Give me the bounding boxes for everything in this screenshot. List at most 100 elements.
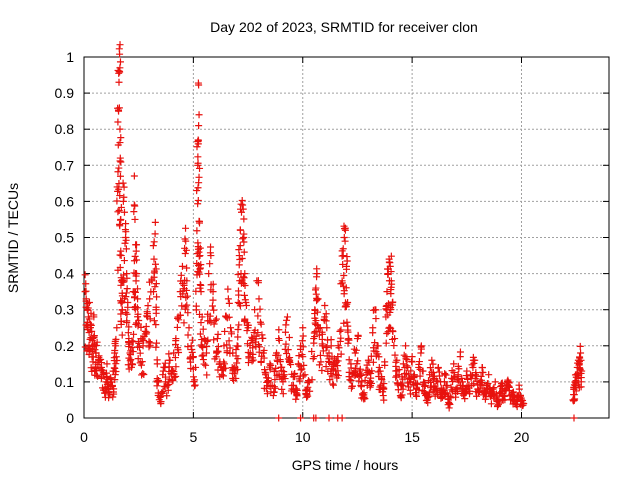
data-point <box>570 414 578 422</box>
data-point <box>299 324 307 332</box>
data-point <box>338 247 346 255</box>
data-point <box>152 303 160 311</box>
data-point <box>90 332 98 340</box>
data-point <box>223 341 231 349</box>
data-point <box>209 280 217 288</box>
data-point <box>132 247 140 255</box>
data-point <box>293 392 301 400</box>
data-point <box>209 296 217 304</box>
data-point <box>322 317 330 325</box>
data-point <box>164 386 172 394</box>
data-point <box>415 360 423 368</box>
y-tick-label: 0.9 <box>55 85 75 101</box>
data-point <box>103 360 111 368</box>
data-point <box>381 361 389 369</box>
data-point <box>88 337 96 345</box>
data-point <box>219 372 227 380</box>
data-point <box>233 359 241 367</box>
data-point <box>395 366 403 374</box>
data-point <box>196 330 204 338</box>
data-point <box>152 280 160 288</box>
data-point <box>354 332 362 340</box>
data-point <box>182 286 190 294</box>
data-point <box>341 224 349 232</box>
data-point <box>275 414 283 422</box>
data-point <box>82 280 90 288</box>
data-point <box>163 392 171 400</box>
data-point <box>184 331 192 339</box>
data-point <box>194 137 202 145</box>
data-point <box>240 291 248 299</box>
data-point <box>519 401 527 409</box>
data-point <box>340 272 348 280</box>
data-point <box>165 350 173 358</box>
data-point <box>391 351 399 359</box>
data-point <box>195 111 203 119</box>
data-point <box>577 349 585 357</box>
data-point <box>322 363 330 371</box>
data-point <box>115 78 123 86</box>
data-point <box>182 246 190 254</box>
data-point <box>498 388 506 396</box>
data-point <box>348 382 356 390</box>
data-point <box>515 381 523 389</box>
data-point <box>297 366 305 374</box>
data-point <box>133 241 141 249</box>
data-point <box>130 208 138 216</box>
data-point <box>195 218 203 226</box>
data-point <box>416 372 424 380</box>
data-point <box>343 300 351 308</box>
data-point <box>157 400 165 408</box>
data-point <box>123 274 131 282</box>
data-point <box>255 348 263 356</box>
data-point <box>240 230 248 238</box>
data-point <box>195 122 203 130</box>
data-point <box>337 334 345 342</box>
data-point <box>199 325 207 333</box>
data-point <box>225 299 233 307</box>
data-point <box>112 335 120 343</box>
data-point <box>134 355 142 363</box>
data-point <box>165 363 173 371</box>
data-point <box>185 324 193 332</box>
data-point <box>139 370 147 378</box>
data-point <box>240 238 248 246</box>
data-point <box>122 289 130 297</box>
data-point <box>295 352 303 360</box>
data-point <box>299 332 307 340</box>
data-point <box>471 356 479 364</box>
data-point <box>290 373 298 381</box>
data-point <box>188 348 196 356</box>
data-point <box>97 374 105 382</box>
data-point <box>304 377 312 385</box>
data-point <box>323 352 331 360</box>
data-point <box>130 294 138 302</box>
data-point <box>383 288 391 296</box>
data-point <box>208 302 216 310</box>
data-point <box>402 342 410 350</box>
data-point <box>417 342 425 350</box>
data-point <box>352 367 360 375</box>
data-point <box>227 324 235 332</box>
data-point <box>375 363 383 371</box>
data-point <box>313 273 321 281</box>
data-point <box>191 381 199 389</box>
data-point <box>111 376 119 384</box>
data-point <box>123 319 131 327</box>
data-point <box>236 226 244 234</box>
data-point <box>120 208 128 216</box>
data-point <box>490 384 498 392</box>
data-point <box>231 370 239 378</box>
data-point <box>289 381 297 389</box>
data-point <box>456 348 464 356</box>
data-point <box>458 390 466 398</box>
data-point <box>182 294 190 302</box>
data-point <box>205 270 213 278</box>
data-point <box>240 215 248 223</box>
data-point <box>343 253 351 261</box>
data-point <box>124 303 132 311</box>
data-point <box>203 371 211 379</box>
data-point <box>276 356 284 364</box>
data-point <box>243 327 251 335</box>
x-tick-label: 5 <box>189 429 197 445</box>
